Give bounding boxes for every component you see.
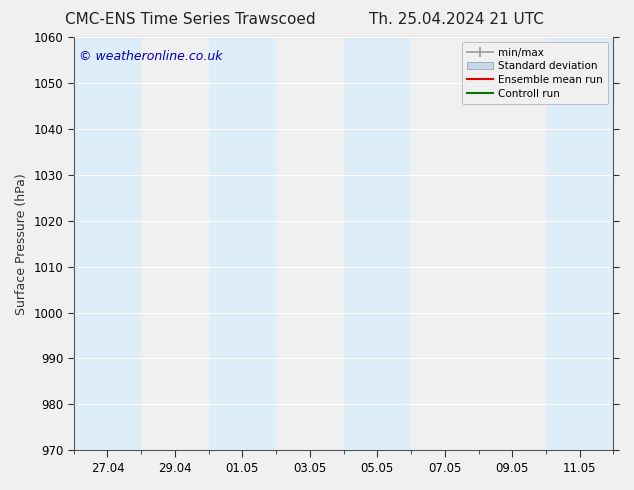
Legend: min/max, Standard deviation, Ensemble mean run, Controll run: min/max, Standard deviation, Ensemble me… bbox=[462, 42, 608, 104]
Bar bbox=[546, 37, 614, 450]
Text: CMC-ENS Time Series Trawscoed: CMC-ENS Time Series Trawscoed bbox=[65, 12, 316, 27]
Text: Th. 25.04.2024 21 UTC: Th. 25.04.2024 21 UTC bbox=[369, 12, 544, 27]
Text: © weatheronline.co.uk: © weatheronline.co.uk bbox=[79, 49, 223, 63]
Bar bbox=[74, 37, 141, 450]
Bar bbox=[209, 37, 276, 450]
Bar bbox=[344, 37, 411, 450]
Y-axis label: Surface Pressure (hPa): Surface Pressure (hPa) bbox=[15, 173, 28, 315]
